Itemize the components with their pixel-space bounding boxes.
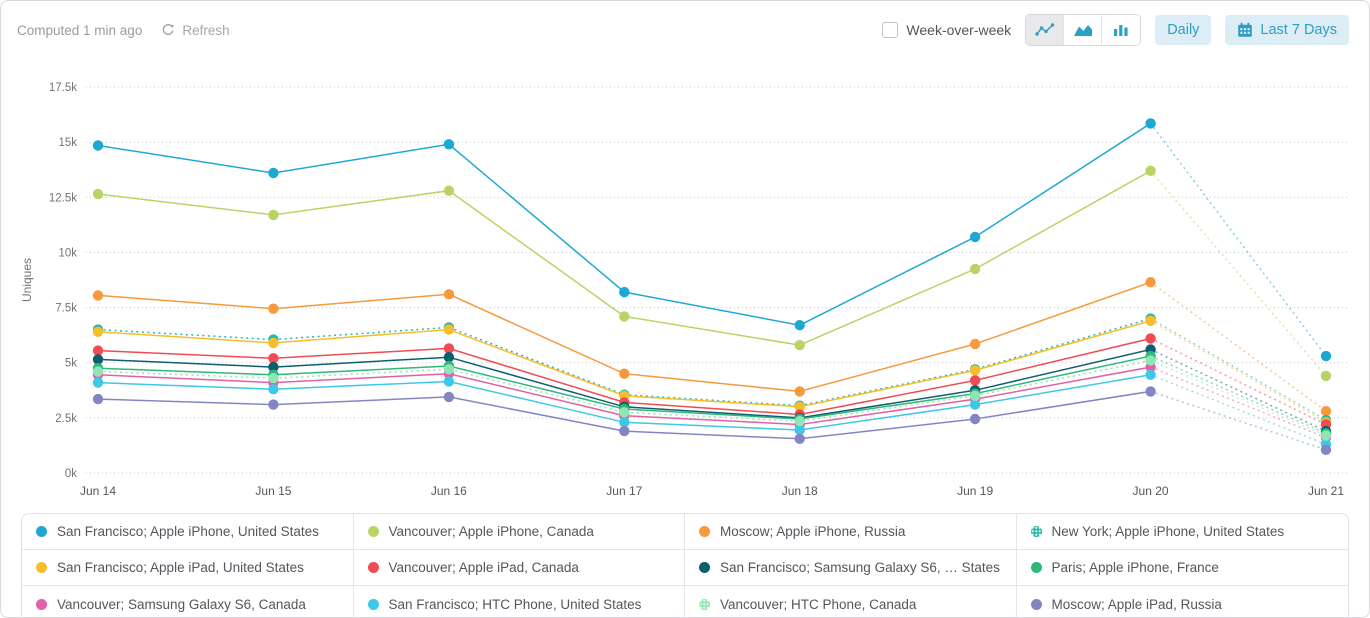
bar-chart-icon [1111,23,1131,37]
legend-item-label: San Francisco; HTC Phone, United States [388,596,642,612]
line-chart-icon [1034,23,1055,37]
refresh-button[interactable]: Refresh [160,22,230,38]
legend-item-label: Moscow; Apple iPad, Russia [1051,596,1222,612]
week-over-week-toggle[interactable]: Week-over-week [882,22,1011,38]
legend-item[interactable]: Vancouver; Apple iPhone, Canada [353,514,685,550]
date-range-button[interactable]: Last 7 Days [1225,15,1349,45]
area-chart-icon [1073,23,1093,37]
legend-item[interactable]: New York; Apple iPhone, United States [1016,514,1348,550]
legend-item[interactable]: Vancouver; Apple iPad, Canada [353,550,685,586]
svg-text:12.5k: 12.5k [49,192,77,204]
legend-item-label: Moscow; Apple iPhone, Russia [720,524,906,539]
legend-swatch [699,598,710,610]
svg-text:2.5k: 2.5k [55,413,77,425]
legend-item[interactable]: San Francisco; Apple iPad, United States [22,550,354,586]
legend-swatch [36,526,47,537]
svg-text:5k: 5k [65,358,77,370]
y-axis-label: Uniques [20,258,34,302]
svg-text:Jun 21: Jun 21 [1308,484,1344,498]
legend-item[interactable]: Vancouver; Samsung Galaxy S6, Canada [22,586,354,617]
daily-label: Daily [1167,22,1200,38]
svg-text:7.5k: 7.5k [55,303,77,315]
legend-item[interactable]: San Francisco; Apple iPhone, United Stat… [22,514,354,550]
refresh-label: Refresh [182,22,230,38]
week-over-week-label: Week-over-week [906,22,1012,38]
series-lines [92,118,1332,455]
svg-text:Jun 14: Jun 14 [80,484,116,498]
legend-swatch [1030,598,1042,610]
svg-text:Jun 15: Jun 15 [255,484,291,498]
chart-type-area-button[interactable] [1064,15,1103,45]
calendar-icon [1237,22,1253,38]
svg-text:17.5k: 17.5k [49,82,77,94]
svg-text:Jun 20: Jun 20 [1133,484,1169,498]
legend-item-label: San Francisco; Apple iPhone, United Stat… [57,524,319,539]
chart-area[interactable]: 0k 2.5k 5k 7.5k 10k 12.5k 15k 17.5k Uniques Jun 1… [1,59,1370,509]
date-range-label: Last 7 Days [1260,22,1337,38]
legend-item[interactable]: Moscow; Apple iPhone, Russia [685,514,1017,550]
legend-item-label: Vancouver; HTC Phone, Canada [720,596,917,612]
legend-item[interactable]: Moscow; Apple iPad, Russia [1017,586,1349,617]
svg-text:Jun 19: Jun 19 [957,484,993,498]
chart-type-line-button[interactable] [1026,15,1065,45]
legend-item-label: New York; Apple iPhone, United States [1051,524,1285,539]
week-over-week-checkbox[interactable] [882,22,899,38]
svg-text:Jun 18: Jun 18 [782,484,818,498]
legend-item-label: Vancouver; Samsung Galaxy S6, Canada [57,596,306,612]
legend-item[interactable]: Vancouver; HTC Phone, Canada [685,586,1017,617]
legend-swatch [699,562,710,573]
toolbar: Computed 1 min ago Refresh Week-over-wee… [1,1,1369,59]
legend-item-label: Vancouver; Apple iPhone, Canada [388,524,594,539]
legend-swatch [367,562,379,573]
legend-item[interactable]: San Francisco; HTC Phone, United States [354,586,685,617]
chart-type-bar-button[interactable] [1102,15,1141,45]
legend-item-label: San Francisco; Samsung Galaxy S6, … Stat… [720,560,1000,575]
legend-item-label: Vancouver; Apple iPad, Canada [388,560,579,575]
legend-item-label: San Francisco; Apple iPad, United States [57,560,304,575]
line-chart[interactable]: 0k 2.5k 5k 7.5k 10k 12.5k 15k 17.5k Uniques Jun 1… [1,59,1370,509]
chart-type-switcher [1025,14,1142,46]
svg-text:15k: 15k [58,137,77,149]
legend-item[interactable]: San Francisco; Samsung Galaxy S6, … Stat… [685,550,1017,586]
svg-text:10k: 10k [58,247,77,259]
refresh-icon [160,22,176,38]
legend-swatch [367,598,379,610]
legend-swatch [1030,526,1042,537]
legend-swatch [1030,562,1042,573]
legend-swatch [699,526,710,537]
legend-item-label: Paris; Apple iPhone, France [1051,560,1219,575]
legend-item[interactable]: Paris; Apple iPhone, France [1016,550,1348,586]
computed-status: Computed 1 min ago [17,22,143,38]
svg-text:0k: 0k [65,468,77,480]
x-axis: Jun 14 Jun 15 Jun 16 Jun 17 Jun 18 Jun 19 Jun … [80,484,1344,498]
legend-swatch [367,526,379,537]
legend-swatch [36,598,47,610]
svg-text:Jun 17: Jun 17 [606,484,642,498]
daily-button[interactable]: Daily [1155,15,1212,45]
legend-swatch [36,562,47,573]
svg-text:Jun 16: Jun 16 [431,484,467,498]
legend: San Francisco; Apple iPhone, United Stat… [21,513,1349,617]
